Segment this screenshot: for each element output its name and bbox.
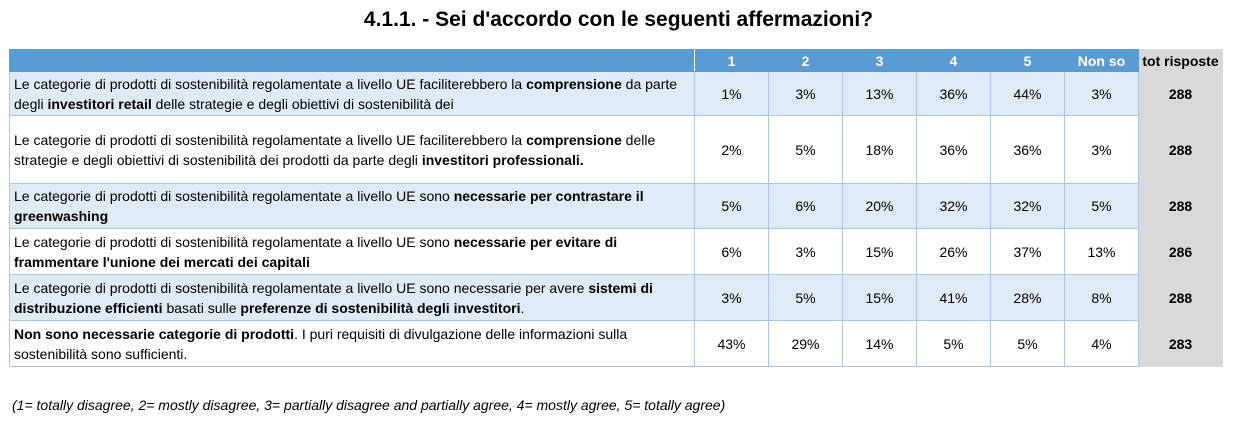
value-cell: 6% <box>694 228 769 275</box>
value-cell: 15% <box>842 228 917 275</box>
table-row: Le categorie di prodotti di sostenibilit… <box>9 183 1223 229</box>
statement-text: Le categorie di prodotti di sostenibilit… <box>14 130 691 170</box>
value-cell: 20% <box>842 183 917 229</box>
statement-segment: . I puri requisiti di divulgazione delle… <box>14 325 628 362</box>
value-cell: 5% <box>916 320 991 367</box>
value-cell: 44% <box>990 71 1065 116</box>
statement-segment: da parte degli <box>14 75 678 112</box>
value-cell: 36% <box>916 115 991 184</box>
header-tot-risposte: tot risposte <box>1138 49 1223 72</box>
table-row: Non sono necessarie categorie di prodott… <box>9 320 1223 367</box>
total-cell: 288 <box>1138 115 1223 184</box>
statement-segment: . <box>520 299 525 316</box>
statement-segment: Le categorie di prodotti di sostenibilit… <box>14 279 589 296</box>
value-cell: 5% <box>1064 183 1139 229</box>
statement-bold-segment: comprensione <box>526 131 622 148</box>
value-cell: 6% <box>768 183 843 229</box>
statement-segment: basati sulle <box>162 299 241 316</box>
header-4: 4 <box>916 49 991 72</box>
table-row: Le categorie di prodotti di sostenibilit… <box>9 115 1223 184</box>
value-cell: 26% <box>916 228 991 275</box>
statement-cell: Non sono necessarie categorie di prodott… <box>9 320 695 367</box>
survey-table: 1 2 3 4 5 Non so tot risposte Le categor… <box>9 49 1223 367</box>
value-cell: 15% <box>842 274 917 321</box>
value-cell: 28% <box>990 274 1065 321</box>
total-cell: 288 <box>1138 274 1223 321</box>
value-cell: 14% <box>842 320 917 367</box>
value-cell: 2% <box>694 115 769 184</box>
header-statement <box>9 49 695 72</box>
value-cell: 41% <box>916 274 991 321</box>
value-cell: 37% <box>990 228 1065 275</box>
header-2: 2 <box>768 49 843 72</box>
value-cell: 32% <box>916 183 991 229</box>
total-cell: 286 <box>1138 228 1223 275</box>
value-cell: 3% <box>1064 71 1139 116</box>
statement-bold-segment: comprensione <box>526 75 622 92</box>
value-cell: 3% <box>694 274 769 321</box>
header-1: 1 <box>694 49 769 72</box>
statement-bold-segment: investitori professionali. <box>421 151 584 168</box>
statement-cell: Le categorie di prodotti di sostenibilit… <box>9 228 695 275</box>
statement-segment: Le categorie di prodotti di sostenibilit… <box>14 75 527 92</box>
statement-bold-segment: Non sono necessarie categorie di prodott… <box>14 325 295 342</box>
statement-segment: Le categorie di prodotti di sostenibilit… <box>14 131 527 148</box>
statement-bold-segment: necessarie per contrastare il greenwashi… <box>14 188 644 224</box>
value-cell: 18% <box>842 115 917 184</box>
table-row: Le categorie di prodotti di sostenibilit… <box>9 274 1223 321</box>
value-cell: 36% <box>990 115 1065 184</box>
statement-bold-segment: preferenze di sostenibilità degli invest… <box>240 299 521 316</box>
value-cell: 3% <box>768 228 843 275</box>
value-cell: 3% <box>1064 115 1139 184</box>
statement-segment: Le categorie di prodotti di sostenibilit… <box>14 188 454 204</box>
value-cell: 29% <box>768 320 843 367</box>
statement-text: Non sono necessarie categorie di prodott… <box>14 324 691 364</box>
total-cell: 283 <box>1138 320 1223 367</box>
value-cell: 5% <box>990 320 1065 367</box>
value-cell: 43% <box>694 320 769 367</box>
value-cell: 5% <box>694 183 769 229</box>
value-cell: 1% <box>694 71 769 116</box>
scale-legend: (1= totally disagree, 2= mostly disagree… <box>12 397 726 413</box>
statement-bold-segment: investitori retail <box>47 95 152 112</box>
statement-text: Le categorie di prodotti di sostenibilit… <box>14 278 691 318</box>
header-row: 1 2 3 4 5 Non so tot risposte <box>9 49 1223 72</box>
header-non-so: Non so <box>1064 49 1139 72</box>
value-cell: 3% <box>768 71 843 116</box>
statement-cell: Le categorie di prodotti di sostenibilit… <box>9 115 695 184</box>
statement-segment: delle strategie e degli obiettivi di sos… <box>151 95 454 112</box>
total-cell: 288 <box>1138 71 1223 116</box>
statement-cell: Le categorie di prodotti di sostenibilit… <box>9 183 695 229</box>
statement-segment: Le categorie di prodotti di sostenibilit… <box>14 233 454 250</box>
statement-segment: delle strategie e degli obiettivi di sos… <box>14 131 656 168</box>
table-row: Le categorie di prodotti di sostenibilit… <box>9 228 1223 275</box>
value-cell: 36% <box>916 71 991 116</box>
statement-bold-segment: sistemi di distribuzione efficienti <box>14 279 653 316</box>
value-cell: 5% <box>768 274 843 321</box>
value-cell: 13% <box>1064 228 1139 275</box>
header-5: 5 <box>990 49 1065 72</box>
statement-bold-segment: necessarie per evitare di frammentare l'… <box>14 233 618 270</box>
header-3: 3 <box>842 49 917 72</box>
total-cell: 288 <box>1138 183 1223 229</box>
statement-cell: Le categorie di prodotti di sostenibilit… <box>9 274 695 321</box>
value-cell: 13% <box>842 71 917 116</box>
value-cell: 5% <box>768 115 843 184</box>
value-cell: 8% <box>1064 274 1139 321</box>
statement-cell: Le categorie di prodotti di sostenibilit… <box>9 71 695 116</box>
statement-text: Le categorie di prodotti di sostenibilit… <box>14 74 691 114</box>
value-cell: 32% <box>990 183 1065 229</box>
statement-text: Le categorie di prodotti di sostenibilit… <box>14 232 691 272</box>
page-title: 4.1.1. - Sei d'accordo con le seguenti a… <box>363 8 874 31</box>
table-row: Le categorie di prodotti di sostenibilit… <box>9 71 1223 116</box>
value-cell: 4% <box>1064 320 1139 367</box>
statement-text: Le categorie di prodotti di sostenibilit… <box>14 186 691 226</box>
